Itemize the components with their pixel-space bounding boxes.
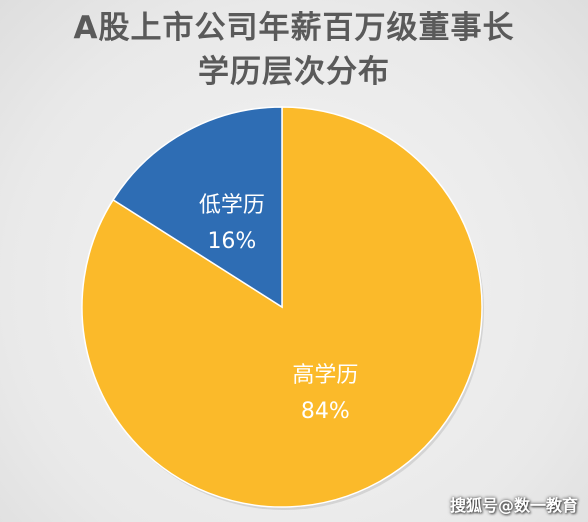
pie-slice-1	[112, 106, 283, 309]
chart-title-line-2: 学历层次分布	[198, 54, 390, 90]
watermark: 搜狐号@数一教育	[449, 496, 578, 515]
slice-name-label-1: 低学历	[199, 193, 265, 218]
slice-value-label-1: 16%	[207, 229, 256, 254]
chart-title-line-1: A股上市公司年薪百万级董事长	[73, 10, 515, 46]
slice-value-label-0: 84%	[301, 399, 350, 424]
slice-name-label-0: 高学历	[292, 363, 358, 388]
